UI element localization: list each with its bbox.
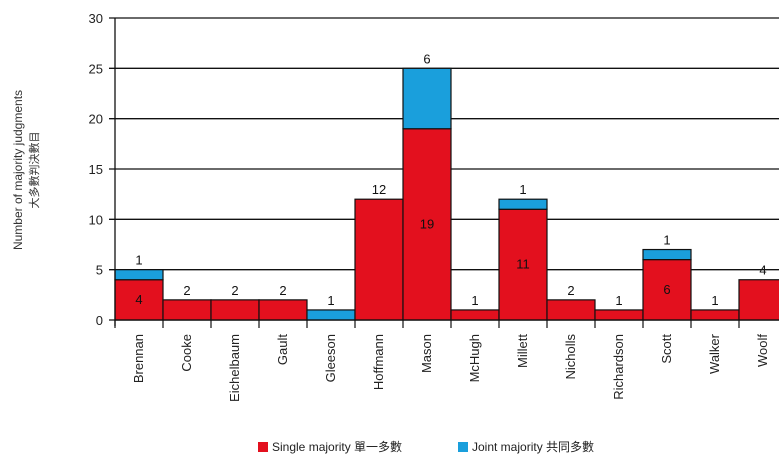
bar-single-mason [402,128,452,321]
legend-label: Joint majority 共同多數 [472,440,594,454]
bar-joint-gleeson [306,309,356,321]
data-label: 1 [519,182,526,197]
x-axis: Brennan Cooke Eichelbaum Gault Gleeson Hoffma… [114,319,779,402]
y-tick-label: 5 [96,263,103,278]
data-label: 1 [135,253,142,268]
x-tick-label: Millett [515,334,530,368]
bar-joint-brennan [114,269,164,281]
y-tick-label: 30 [89,11,103,26]
data-label: 4 [135,292,142,307]
y-tick-label: 20 [89,112,103,127]
y-axis-title: Number of majority judgments 大多數判決數目 [11,90,41,250]
bar-single-eichelbaum [210,299,260,321]
bar-single-nicholls [546,299,596,321]
bar-joint-millett [498,198,548,210]
y-tick-label: 25 [89,61,103,76]
x-tick-label: Scott [659,334,674,364]
data-label: 12 [372,182,386,197]
bars [114,67,779,321]
data-label: 19 [420,216,434,231]
data-label: 1 [615,293,622,308]
bar-single-walker [690,309,740,321]
data-label: 1 [327,293,334,308]
data-label: 11 [516,257,530,272]
bar-single-gault [258,299,308,321]
legend-swatch [458,442,468,452]
data-label: 4 [759,263,766,278]
x-tick-label: Gault [275,334,290,365]
bar-single-richardson [594,309,644,321]
legend-swatch [258,442,268,452]
data-label: 2 [567,283,574,298]
x-tick-label: Gleeson [323,334,338,382]
y-tick-label: 0 [96,313,103,328]
bar-single-cooke [162,299,212,321]
y-tick-label: 15 [89,162,103,177]
x-tick-label: McHugh [467,334,482,382]
data-label: 2 [183,283,190,298]
data-label: 1 [471,293,478,308]
x-tick-label: Woolf [755,334,770,367]
x-tick-label: Richardson [611,334,626,400]
legend-label: Single majority 單一多數 [272,440,402,454]
legend: Single majority 單一多數 Joint majority 共同多數 [258,440,594,454]
x-tick-label: Brennan [131,334,146,383]
y-axis-label-cn: 大多數判決數目 [27,132,41,209]
x-tick-label: Nicholls [563,334,578,380]
bar-joint-mason [402,67,452,130]
bar-single-hoffmann [354,198,404,321]
bar-single-mchugh [450,309,500,321]
bar-single-scott [642,259,692,321]
y-axis: 0 5 10 15 20 25 30 [89,11,116,328]
bar-single-millett [498,208,548,321]
y-axis-label: Number of majority judgments [11,90,25,250]
bar-joint-scott [642,248,692,261]
x-tick-label: Eichelbaum [227,334,242,402]
data-label: 1 [711,293,718,308]
x-tick-label: Walker [707,333,722,374]
data-label: 6 [423,51,430,66]
data-label: 2 [279,283,286,298]
bar-single-woolf [738,279,779,321]
x-tick-label: Hoffmann [371,334,386,390]
y-tick-label: 10 [89,212,103,227]
data-label: 6 [663,282,670,297]
x-tick-label: Mason [419,334,434,373]
data-label: 2 [231,283,238,298]
x-tick-label: Cooke [179,334,194,372]
data-label: 1 [663,233,670,248]
